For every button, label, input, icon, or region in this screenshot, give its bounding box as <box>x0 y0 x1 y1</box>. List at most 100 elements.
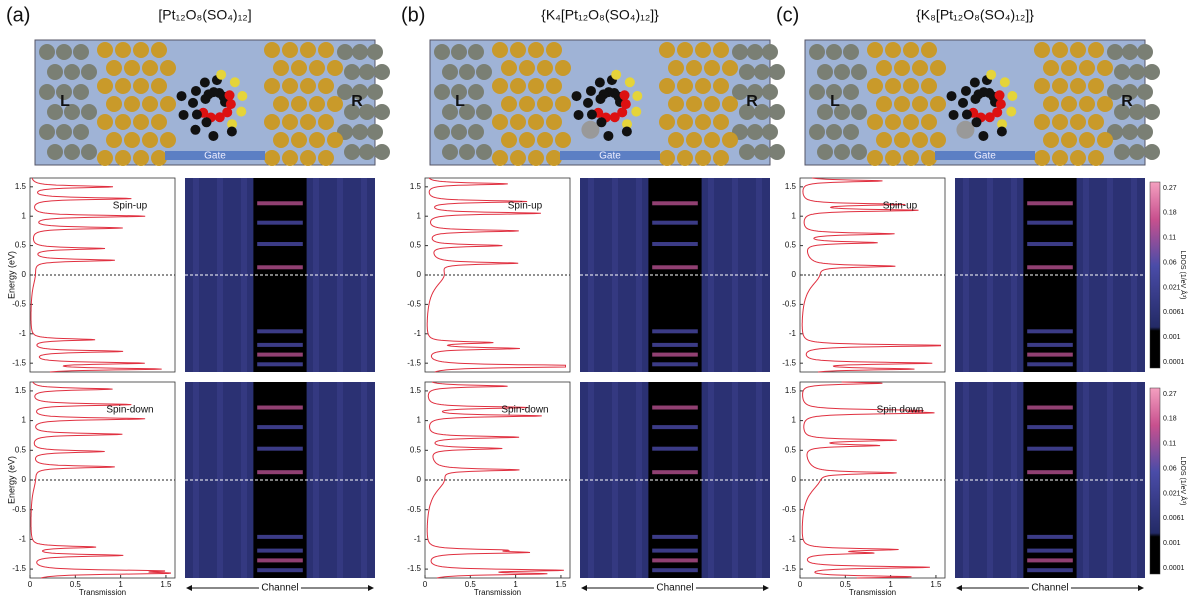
y-tick-label: 1.5 <box>15 386 27 395</box>
electrode-atom <box>476 64 492 80</box>
gold-atom <box>930 132 946 148</box>
gold-atom <box>492 150 508 166</box>
y-tick-label: -1.5 <box>407 358 421 367</box>
electrode-atom <box>1137 124 1153 140</box>
electrode-atom <box>851 104 867 120</box>
electrode-atom <box>359 144 375 160</box>
gold-atom <box>867 78 883 94</box>
electrode-atom <box>1144 64 1160 80</box>
y-tick-label: -1 <box>789 535 797 544</box>
ldos-state <box>257 548 303 553</box>
molecule-atom <box>948 109 959 120</box>
ldos-state <box>652 425 698 430</box>
x-tick-label: 1 <box>888 580 893 589</box>
gold-atom <box>1034 42 1050 58</box>
colorbar-tick-label: 0.0001 <box>1163 565 1185 572</box>
colorbar-tick-label: 0.27 <box>1163 391 1177 398</box>
gold-atom <box>264 42 280 58</box>
gold-atom <box>501 96 517 112</box>
electrode-atom <box>732 44 748 60</box>
y-tick-label: -1 <box>789 329 797 338</box>
ldos-state <box>1027 470 1073 475</box>
ldos-state <box>257 220 303 225</box>
gold-atom <box>142 132 158 148</box>
electrode-atom <box>754 64 770 80</box>
electrode-atom <box>39 44 55 60</box>
gold-atom <box>677 42 693 58</box>
channel-label: Channel <box>656 583 693 594</box>
gold-atom <box>133 114 149 130</box>
molecule-atom <box>585 85 596 96</box>
ldos-state <box>1027 352 1073 357</box>
molecule-atom <box>958 97 969 108</box>
molecule-atom <box>609 112 620 123</box>
gold-atom <box>264 114 280 130</box>
y-axis-label: Energy (eV) <box>6 251 16 299</box>
gold-atom <box>1034 78 1050 94</box>
x-tick-label: 1.5 <box>555 580 567 589</box>
spin-label: Spin down <box>877 405 924 416</box>
colorbar-tick-label: 0.0061 <box>1163 515 1185 522</box>
gold-atom <box>106 96 122 112</box>
channel-label: Channel <box>1031 583 1068 594</box>
ldos-stripe <box>1011 382 1017 578</box>
gold-atom <box>912 60 928 76</box>
molecule-atom <box>224 90 235 101</box>
electrode-atom <box>809 84 825 100</box>
molecule-atom <box>960 85 971 96</box>
transmission-curve <box>30 381 171 579</box>
electrode-atom <box>434 44 450 60</box>
electrode-atom <box>809 44 825 60</box>
gold-atom <box>686 60 702 76</box>
electrode-atom <box>468 124 484 140</box>
gold-atom <box>867 114 883 130</box>
spin-label: Spin-up <box>883 201 918 212</box>
electrode-atom <box>81 64 97 80</box>
ldos-state <box>652 362 698 367</box>
y-tick-label: -0.5 <box>782 300 796 309</box>
electrode-atom <box>851 144 867 160</box>
molecule-atom <box>208 130 219 141</box>
gold-atom <box>309 96 325 112</box>
ldos-state <box>257 265 303 270</box>
gold-atom <box>300 150 316 166</box>
gold-atom <box>930 60 946 76</box>
gold-atom <box>722 96 738 112</box>
gold-atom <box>510 150 526 166</box>
molecule-atom <box>617 107 628 118</box>
transmission-curve <box>426 177 566 373</box>
y-tick-label: 1.5 <box>785 182 797 191</box>
gold-atom <box>309 132 325 148</box>
ldos-stripe <box>241 178 247 372</box>
gold-atom <box>1061 132 1077 148</box>
y-tick-label: 0.5 <box>15 241 27 250</box>
gold-atom <box>133 150 149 166</box>
electrode-atom <box>762 84 778 100</box>
spin-label: Spin-up <box>508 201 543 212</box>
panel-title: {K₈[Pt₁₂O₈(SO₄)₁₂]} <box>916 7 1034 23</box>
colorbar-label: LDOS (1/eV Å³) <box>1179 456 1188 505</box>
y-tick-label: 1.5 <box>410 386 422 395</box>
electrode-atom <box>739 144 755 160</box>
electrode-atom <box>1107 44 1123 60</box>
gold-atom <box>668 132 684 148</box>
ldos-state <box>257 405 303 410</box>
gold-atom <box>921 114 937 130</box>
molecule-atom <box>188 97 199 108</box>
ldos-state <box>1027 220 1073 225</box>
gold-atom <box>921 150 937 166</box>
y-tick-label: 0 <box>792 475 797 484</box>
gold-atom <box>1088 114 1104 130</box>
gate-label: Gate <box>599 151 621 162</box>
x-tick-label: 0.5 <box>70 580 82 589</box>
gold-atom <box>106 60 122 76</box>
gold-atom <box>695 78 711 94</box>
electrode-atom <box>762 124 778 140</box>
device-atoms <box>434 42 785 166</box>
gold-atom <box>1088 78 1104 94</box>
gold-atom <box>722 60 738 76</box>
electrode-atom <box>344 144 360 160</box>
ldos-state <box>257 329 303 334</box>
transmission-curve <box>30 177 162 373</box>
gold-atom <box>327 60 343 76</box>
